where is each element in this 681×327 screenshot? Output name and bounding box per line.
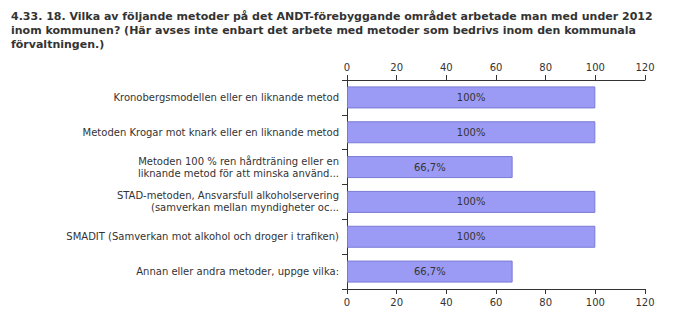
svg-text:80: 80 (539, 62, 552, 73)
svg-text:60: 60 (490, 297, 503, 308)
svg-text:100%: 100% (457, 196, 486, 207)
svg-text:66,7%: 66,7% (414, 162, 446, 173)
svg-text:60: 60 (490, 62, 503, 73)
svg-text:inom kommunen? (Här avses inte: inom kommunen? (Här avses inte enbart de… (11, 24, 640, 37)
svg-text:20: 20 (390, 297, 403, 308)
svg-text:förvaltningen.): förvaltningen.) (11, 38, 104, 51)
svg-text:120: 120 (635, 297, 654, 308)
svg-text:100%: 100% (457, 92, 486, 103)
svg-text:40: 40 (440, 62, 453, 73)
svg-text:SMADIT (Samverkan mot alkohol: SMADIT (Samverkan mot alkohol och droger… (66, 231, 339, 242)
svg-text:66,7%: 66,7% (414, 266, 446, 277)
svg-text:Annan eller andra metoder, upp: Annan eller andra metoder, uppge vilka: (136, 266, 339, 277)
svg-text:20: 20 (390, 62, 403, 73)
svg-text:100: 100 (586, 297, 605, 308)
svg-text:(samverkan mellan myndigheter: (samverkan mellan myndigheter oc... (151, 202, 339, 213)
svg-text:100%: 100% (457, 231, 486, 242)
svg-text:100: 100 (586, 62, 605, 73)
svg-text:40: 40 (440, 297, 453, 308)
svg-text:0: 0 (344, 62, 350, 73)
svg-text:80: 80 (539, 297, 552, 308)
svg-text:100%: 100% (457, 127, 486, 138)
svg-text:4.33. 18. Vilka av följande me: 4.33. 18. Vilka av följande metoder på d… (11, 10, 656, 23)
svg-text:liknande metod för att minska: liknande metod för att minska använd... (138, 168, 339, 179)
svg-text:Metoden Krogar mot knark eller: Metoden Krogar mot knark eller en liknan… (83, 127, 339, 138)
svg-text:STAD-metoden, Ansvarsfull alko: STAD-metoden, Ansvarsfull alkoholserveri… (117, 190, 339, 201)
svg-text:0: 0 (344, 297, 350, 308)
svg-text:120: 120 (635, 62, 654, 73)
svg-text:Kronobergsmodellen eller en li: Kronobergsmodellen eller en liknande met… (113, 92, 339, 103)
svg-text:Metoden 100 % ren hårdträning: Metoden 100 % ren hårdträning eller en (138, 155, 339, 167)
